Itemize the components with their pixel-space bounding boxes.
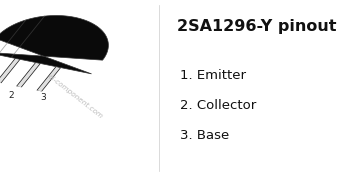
Text: 2. Collector: 2. Collector	[180, 99, 257, 112]
Polygon shape	[36, 67, 61, 92]
Polygon shape	[17, 63, 40, 87]
Text: 2: 2	[8, 91, 14, 100]
Text: 1. Emitter: 1. Emitter	[180, 69, 246, 82]
Polygon shape	[0, 15, 108, 74]
Polygon shape	[0, 58, 20, 83]
Text: 3. Base: 3. Base	[180, 129, 230, 142]
Polygon shape	[37, 67, 60, 91]
Text: el-component.com: el-component.com	[47, 73, 104, 120]
Text: 3: 3	[41, 93, 46, 102]
Text: 2SA1296-Y pinout: 2SA1296-Y pinout	[177, 19, 336, 34]
Polygon shape	[16, 62, 41, 87]
Polygon shape	[0, 58, 20, 83]
